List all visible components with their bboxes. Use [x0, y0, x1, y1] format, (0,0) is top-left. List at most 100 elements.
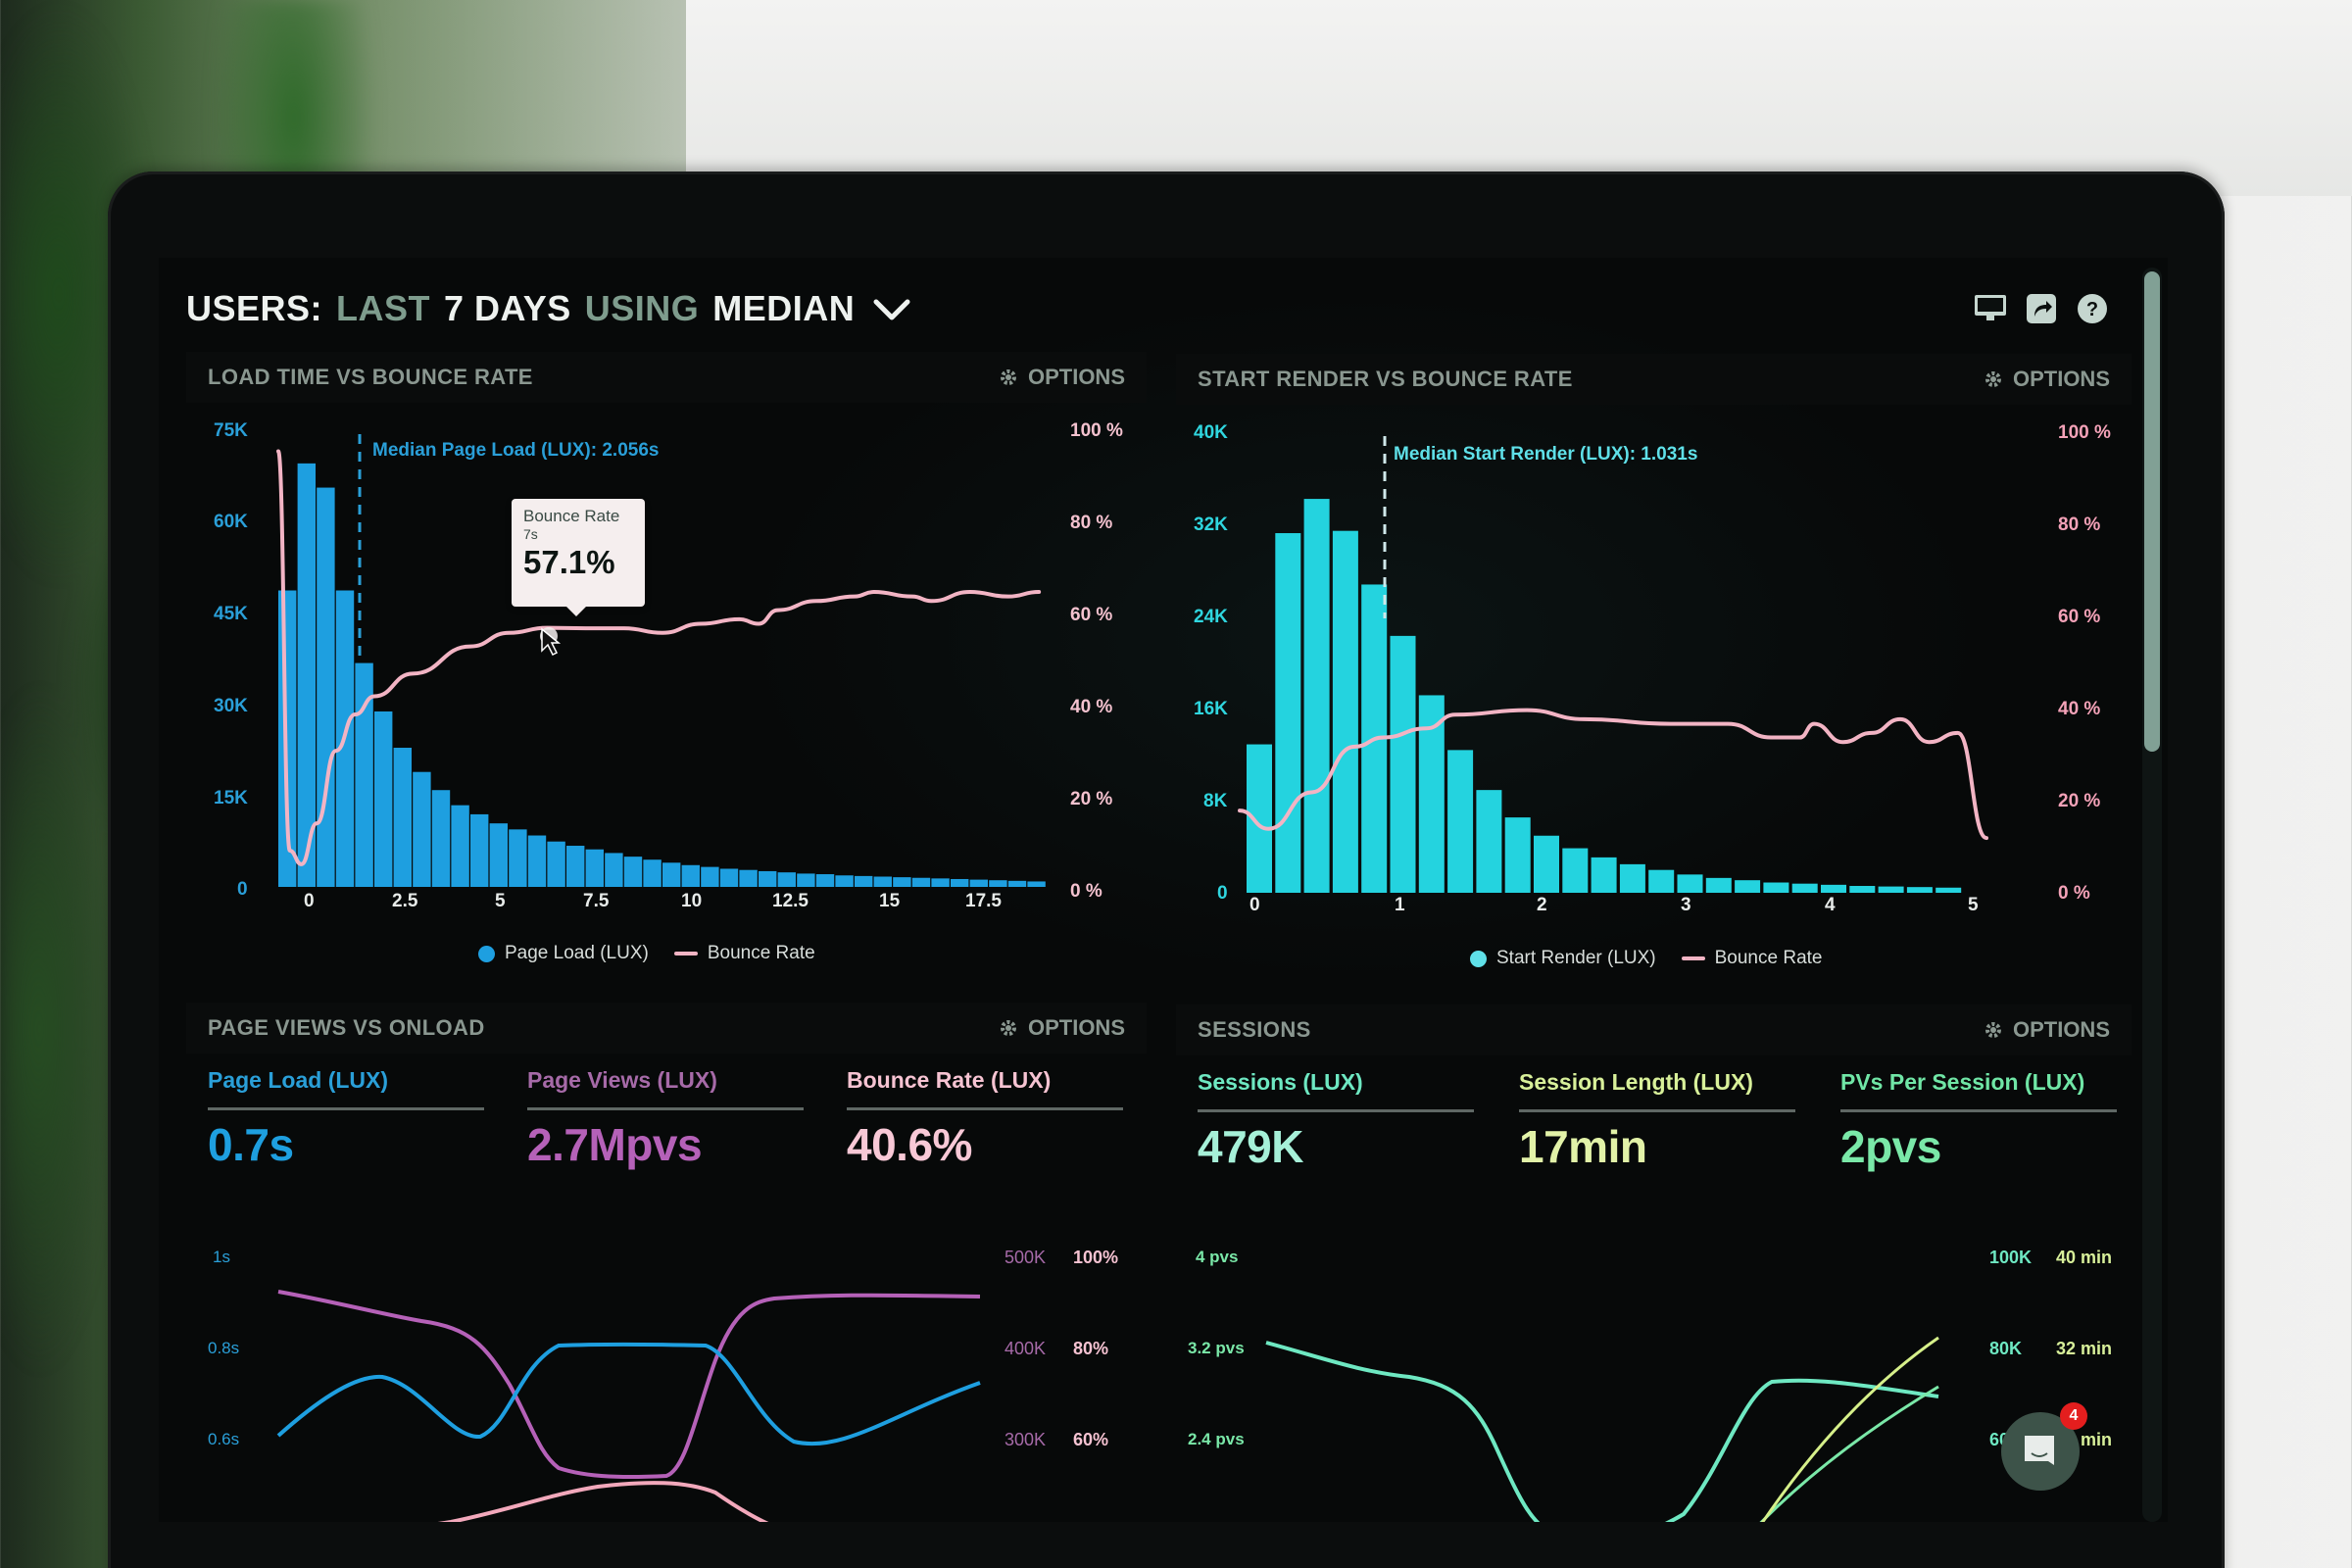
options-button[interactable]: OPTIONS: [1984, 367, 2110, 392]
histogram-bar: [297, 463, 316, 887]
panel-sessions: SESSIONS OPTIONS Sessions (LUX) 479K Ses…: [1176, 1004, 2132, 1522]
y2-tick: 100 %: [2058, 422, 2111, 443]
pvs-per-session-rise: [1759, 1385, 1939, 1522]
dashboard-screen: USERS: LAST 7 DAYS USING MEDIAN: [159, 258, 2168, 1522]
histogram-bar: [777, 872, 796, 887]
y3-tick: 40%: [1073, 1521, 1108, 1522]
metric-divider: [1198, 1109, 1474, 1112]
options-button[interactable]: OPTIONS: [999, 365, 1125, 390]
histogram-bar: [873, 876, 892, 887]
histogram-bar: [1562, 848, 1589, 893]
x-tick: 3: [1681, 895, 1691, 915]
y3-tick: 100%: [1073, 1248, 1119, 1267]
histogram-bar: [470, 813, 489, 887]
histogram-bar: [451, 805, 469, 887]
page-views-line: [277, 1290, 981, 1480]
legend-page-load[interactable]: Page Load (LUX): [478, 943, 649, 964]
bounce-rate-line: [276, 449, 1042, 866]
y-tick: 60K: [214, 512, 248, 532]
x-tick: 5: [1968, 895, 1979, 915]
legend-dot-icon: [478, 945, 495, 962]
y2-tick: 80 %: [2058, 514, 2101, 535]
histogram-bar: [374, 710, 393, 887]
options-button[interactable]: OPTIONS: [999, 1015, 1125, 1041]
median-label: Median Start Render (LUX): 1.031s: [1394, 444, 1698, 465]
x-tick: 2.5: [392, 891, 418, 911]
panel-title: PAGE VIEWS VS ONLOAD: [208, 1015, 485, 1040]
histogram-bar: [1027, 881, 1046, 887]
histogram-bar: [1849, 886, 1876, 893]
start-render-chart[interactable]: [1235, 432, 2019, 903]
histogram-bar: [855, 875, 873, 887]
histogram-bar: [662, 862, 681, 887]
y2-tick: 20 %: [1070, 789, 1113, 809]
monitor-icon[interactable]: [1974, 293, 2007, 324]
y3-tick: 60%: [1073, 1430, 1109, 1449]
y-tick: 2.4 pvs: [1188, 1430, 1245, 1448]
legend-dot-icon: [1470, 950, 1487, 967]
page-views-chart[interactable]: [274, 1248, 990, 1522]
y2-tick: 500K: [1004, 1248, 1047, 1267]
x-tick: 10: [681, 891, 703, 911]
options-button[interactable]: OPTIONS: [1984, 1017, 2110, 1043]
title-part-users: USERS:: [186, 288, 323, 328]
x-axis: 0 2.5 5 7.5 10 12.5 15 17.5: [186, 891, 1147, 914]
svg-text:?: ?: [2086, 299, 2098, 320]
metric-value: 0.7s: [208, 1119, 294, 1170]
panel-load-time: LOAD TIME VS BOUNCE RATE OPTIONS 75K 60K…: [186, 352, 1147, 963]
start-render-bars: [1247, 499, 1962, 893]
histogram-bar: [911, 877, 931, 887]
panel-header: LOAD TIME VS BOUNCE RATE OPTIONS: [186, 352, 1147, 403]
help-icon[interactable]: ?: [2076, 293, 2109, 324]
x-tick: 1: [1395, 895, 1405, 915]
chart-legend: Start Render (LUX) Bounce Rate: [1470, 948, 1822, 969]
y2-tick: 60 %: [2058, 607, 2101, 627]
y2-tick: 300K: [1004, 1430, 1047, 1449]
panel-title: LOAD TIME VS BOUNCE RATE: [208, 365, 533, 389]
bounce-rate-tooltip: Bounce Rate 7s 57.1%: [512, 499, 645, 616]
legend-label: Bounce Rate: [707, 943, 815, 963]
legend-label: Page Load (LUX): [505, 943, 649, 963]
sessions-chart[interactable]: [1262, 1250, 1968, 1522]
metric-value: 2pvs: [1840, 1121, 1941, 1172]
histogram-bar: [431, 790, 451, 887]
x-tick: 0: [304, 891, 315, 911]
y-tick: 3.2 pvs: [1188, 1339, 1245, 1357]
histogram-bar: [797, 873, 815, 887]
histogram-bar: [1007, 880, 1027, 887]
y2-tick: 0 %: [2058, 883, 2090, 904]
chat-icon: [2025, 1436, 2054, 1465]
y2-tick: 0 %: [1070, 881, 1102, 902]
y-tick: 0: [237, 879, 248, 900]
load-time-chart[interactable]: [274, 430, 1049, 901]
histogram-bar: [1447, 750, 1474, 893]
histogram-bar: [527, 835, 547, 887]
y-tick: 75K: [214, 420, 248, 441]
dashboard-title-dropdown[interactable]: USERS: LAST 7 DAYS USING MEDIAN: [186, 279, 911, 338]
chat-widget-button[interactable]: 4: [2001, 1402, 2087, 1491]
x-tick: 4: [1825, 895, 1836, 915]
legend-bounce-rate[interactable]: Bounce Rate: [1681, 948, 1822, 969]
legend-bounce-rate[interactable]: Bounce Rate: [673, 943, 815, 964]
histogram-bar: [547, 841, 565, 887]
legend-start-render[interactable]: Start Render (LUX): [1470, 948, 1656, 969]
options-label: OPTIONS: [1027, 1015, 1125, 1040]
histogram-bar: [393, 748, 412, 887]
scrollbar-thumb[interactable]: [2144, 271, 2160, 752]
histogram-bar: [1677, 874, 1703, 893]
session-length-rise: [1760, 1336, 1939, 1522]
y2-tick: 60 %: [1070, 605, 1113, 625]
share-icon[interactable]: [2025, 293, 2058, 324]
title-part-range: 7 DAYS: [444, 288, 571, 328]
options-label: OPTIONS: [2012, 1017, 2110, 1042]
panel-page-views: PAGE VIEWS VS ONLOAD OPTIONS Page Load (…: [186, 1003, 1147, 1522]
metric-session-length: Session Length (LUX) 17min: [1519, 1069, 1795, 1173]
chevron-down-icon[interactable]: [872, 294, 911, 323]
histogram-bar: [605, 853, 623, 887]
histogram-bar: [1735, 880, 1761, 893]
histogram-bar: [739, 869, 758, 887]
y-tick: 30K: [214, 696, 248, 716]
histogram-bar: [759, 870, 777, 887]
histogram-bar: [1303, 499, 1330, 893]
gear-icon: [1000, 1020, 1016, 1036]
